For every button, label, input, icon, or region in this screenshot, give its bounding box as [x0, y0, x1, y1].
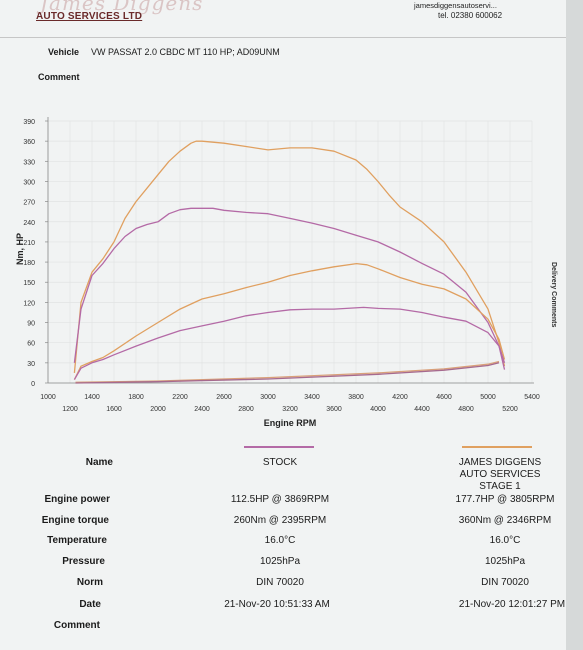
x-tick-label: 2400 [194, 406, 210, 413]
x-tick-label: 4400 [414, 406, 430, 413]
stage1-norm: DIN 70020 [481, 577, 529, 588]
x-tick-label: 2800 [238, 406, 254, 413]
page-edge [566, 0, 583, 650]
stage1-engine-torque: 360Nm @ 2346RPM [458, 515, 552, 526]
stock-engine-power: 112.5HP @ 3869RPM [230, 494, 330, 505]
chart-curves [73, 140, 506, 384]
company-phone: tel. 02380 600062 [438, 11, 503, 20]
x-tick-label: 1800 [128, 394, 144, 401]
y-tick-label: 120 [23, 300, 35, 307]
stage1-date: 21-Nov-20 12:01:27 PM [458, 599, 566, 610]
x-axis-label: Engine RPM [264, 418, 317, 428]
curve-stock-torque [73, 207, 506, 370]
x-tick-label: 3600 [326, 406, 342, 413]
company-logo: James Diggens [40, 0, 204, 15]
x-tick-label: 4800 [458, 406, 474, 413]
y-tick-label: 210 [23, 240, 35, 247]
y-tick-label: 270 [23, 200, 35, 207]
y-tick-label: 90 [27, 321, 35, 328]
y-tick-label: 330 [23, 159, 35, 166]
x-tick-label: 2000 [150, 406, 166, 413]
y-tick-label: 300 [23, 179, 35, 186]
x-tick-label: 4600 [436, 394, 452, 401]
stock-norm: DIN 70020 [256, 577, 304, 588]
y-tick-label: 0 [31, 381, 35, 388]
x-tick-label: 3400 [304, 394, 320, 401]
y-tick-label: 390 [23, 119, 35, 126]
y-tick-label: 30 [27, 361, 35, 368]
y-tick-label: 150 [23, 280, 35, 287]
stock-name: STOCK [262, 457, 298, 468]
curve-loss-1 [75, 360, 500, 383]
stage1-name-line2: AUTO SERVICES [459, 469, 541, 480]
stage1-name-line3: STAGE 1 [479, 481, 521, 492]
company-email: jamesdiggensautoservi... [414, 1, 497, 10]
curve-stock-power [73, 306, 506, 380]
y-tick-label: 240 [23, 220, 35, 227]
stock-date: 21-Nov-20 10:51:33 AM [224, 599, 330, 610]
header-divider [0, 37, 566, 38]
x-tick-label: 5400 [524, 394, 540, 401]
curve-stage1-torque [73, 140, 506, 373]
row-label-engine-power: Engine power [44, 494, 110, 505]
stock-temperature: 16.0°C [264, 535, 296, 546]
row-label-comment: Comment [53, 620, 100, 631]
x-tick-label: 1400 [84, 394, 100, 401]
x-tick-label: 5200 [502, 406, 518, 413]
chart-grid [47, 120, 533, 384]
x-tick-label: 3800 [348, 394, 364, 401]
legend-stock-swatch [244, 446, 314, 448]
company-name: AUTO SERVICES LTD [36, 11, 143, 22]
stage1-pressure: 1025hPa [484, 556, 526, 567]
stock-pressure: 1025hPa [259, 556, 301, 567]
chart-ticks: 0 30 60 90 120 150 180 210 240 270 300 330 360 390 100… [23, 119, 540, 413]
vehicle-label: Vehicle [48, 47, 80, 57]
comment-label: Comment [38, 72, 80, 82]
x-tick-label: 1000 [40, 394, 56, 401]
stock-engine-torque: 260Nm @ 2395RPM [233, 515, 327, 526]
x-tick-label: 2600 [216, 394, 232, 401]
x-tick-label: 1200 [62, 406, 78, 413]
row-label-temperature: Temperature [47, 535, 107, 546]
row-label-date: Date [79, 599, 101, 610]
chart-axes [47, 117, 534, 384]
x-tick-label: 4000 [370, 406, 386, 413]
stage1-engine-power: 177.7HP @ 3805RPM [455, 494, 555, 505]
power-torque-chart: 0 30 60 90 120 150 180 210 240 270 300 330 360 390 100… [15, 117, 540, 428]
vehicle-value: VW PASSAT 2.0 CBDC MT 110 HP; AD09UNM [91, 47, 280, 57]
x-tick-label: 3000 [260, 394, 276, 401]
y-axis-label: Nm, HP [15, 233, 25, 265]
x-tick-label: 3200 [282, 406, 298, 413]
stage1-temperature: 16.0°C [489, 535, 521, 546]
y-tick-label: 180 [23, 260, 35, 267]
x-tick-label: 2200 [172, 394, 188, 401]
legend-stage1-swatch [462, 446, 532, 448]
row-label-norm: Norm [76, 577, 103, 588]
x-tick-label: 4200 [392, 394, 408, 401]
dyno-sheet [0, 0, 566, 650]
row-label-engine-torque: Engine torque [41, 515, 109, 526]
x-tick-label: 5000 [480, 394, 496, 401]
y-tick-label: 360 [23, 139, 35, 146]
curve-loss-2 [75, 362, 500, 384]
x-tick-label: 1600 [106, 406, 122, 413]
curve-stage1-power [73, 262, 506, 380]
row-label-pressure: Pressure [62, 556, 105, 567]
stage1-name-line1: JAMES DIGGENS [458, 457, 542, 468]
y-tick-label: 60 [27, 341, 35, 348]
row-label-name: Name [85, 457, 113, 468]
